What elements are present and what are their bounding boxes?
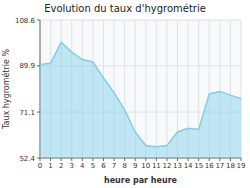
x-tick-label: 6 [101,162,106,170]
x-tick-label: 18 [226,162,235,170]
plot-background [40,20,241,158]
y-axis-label: Taux hygrométrie % [1,49,11,131]
x-tick-label: 15 [194,162,203,170]
x-tick-label: 4 [80,162,85,170]
grid [40,20,241,158]
x-tick-label: 10 [141,162,150,170]
x-tick-label: 11 [152,162,161,170]
x-tick-label: 8 [122,162,126,170]
y-tick-label: 89.9 [19,62,35,70]
axes: 52.471.189.9108.601234567891011121314151… [15,17,246,171]
x-tick-label: 13 [173,162,182,170]
x-axis-label: heure par heure [104,176,178,185]
x-grid-line [166,20,167,158]
area-line [40,42,241,146]
chart-svg: 52.471.189.9108.601234567891011121314151… [0,0,250,188]
y-tick-label: 108.6 [15,17,36,25]
x-tick-label: 14 [184,162,193,170]
y-tick-label: 71.1 [19,109,35,117]
x-tick-label: 9 [133,162,137,170]
x-tick-label: 1 [48,162,52,170]
x-tick-label: 0 [38,162,42,170]
x-grid-line [145,20,146,158]
x-tick-label: 19 [237,162,246,170]
x-tick-label: 5 [91,162,95,170]
x-tick-label: 17 [215,162,224,170]
x-tick-label: 12 [162,162,171,170]
area-fill [40,42,241,158]
x-tick-label: 16 [205,162,214,170]
chart-container: 52.471.189.9108.601234567891011121314151… [0,0,250,188]
data-layer [40,42,241,158]
x-grid-line [156,20,157,158]
x-tick-label: 3 [70,162,74,170]
x-tick-label: 2 [59,162,63,170]
y-grid-line [40,20,241,21]
y-tick-label: 52.4 [19,155,35,163]
x-tick-label: 7 [112,162,116,170]
chart-title: Evolution du taux d'hygrométrie [44,3,206,14]
